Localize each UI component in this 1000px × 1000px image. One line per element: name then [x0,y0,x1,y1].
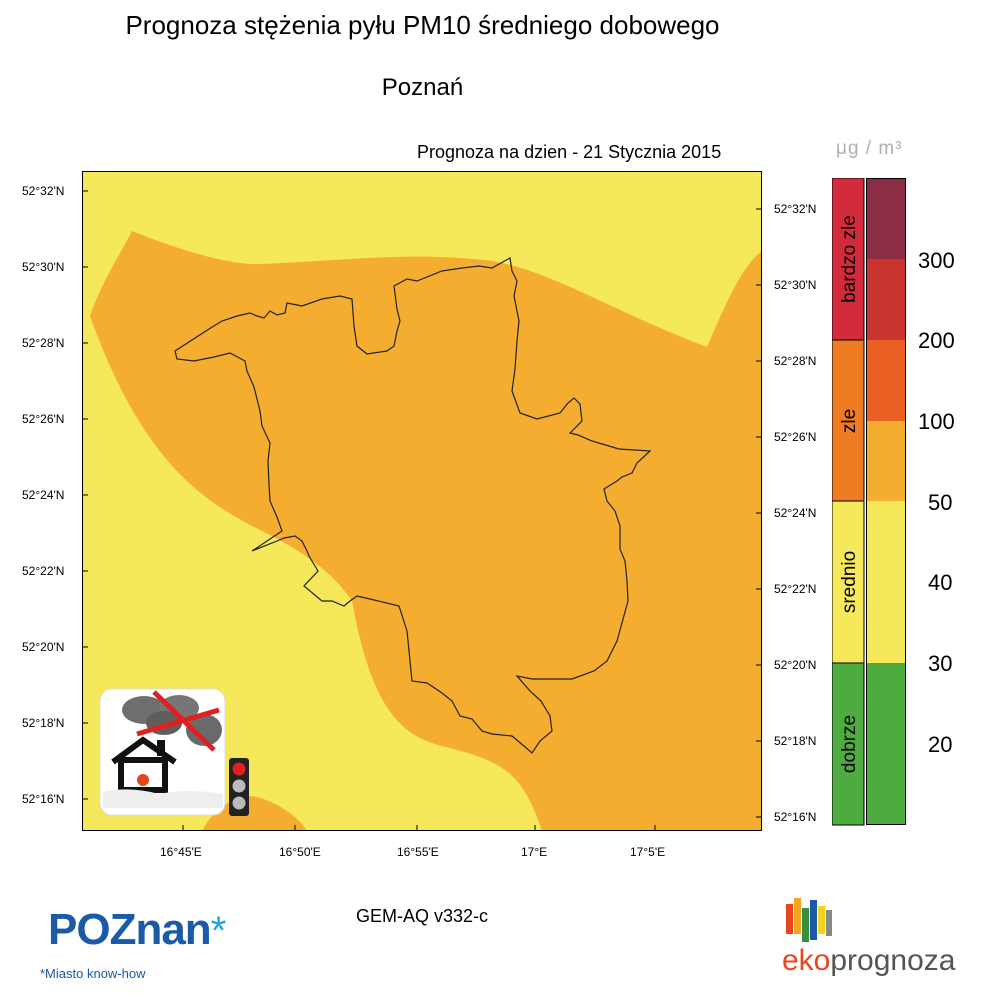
forecast-date: Prognoza na dzien - 21 Stycznia 2015 [417,142,722,162]
scale-swatch [866,259,906,340]
lon-label: 16°50'E [279,845,321,859]
legend-band-zle [832,339,865,502]
scale-swatch [866,663,906,825]
level-label: 30 [928,651,953,676]
lat-label-left: 52°26'N [22,412,65,426]
eko-suffix: prognoza [830,944,956,977]
level-label: 50 [928,490,953,515]
lon-label: 17°5'E [630,845,666,859]
lat-label-right: 52°30'N [774,278,817,292]
lat-label-left: 52°30'N [22,260,65,274]
page-title: Prognoza stężenia pyłu PM10 średniego do… [125,10,720,40]
lat-label-left: 52°32'N [22,184,65,198]
lat-label-right: 52°32'N [774,202,817,216]
lat-label-left: 52°22'N [22,564,65,578]
legend-band-srednio [832,500,865,664]
lat-label-right: 52°28'N [774,354,817,368]
category-bardzo-zle: bardzo zle [839,215,860,303]
poznan-logo-text: POZnan [48,905,212,954]
legend-band-dobrze [832,662,865,826]
lat-label-right: 52°18'N [774,734,817,748]
scale-swatch [866,501,906,663]
lat-label-right: 52°22'N [774,582,817,596]
ekoprognoza-bars-icon [786,898,832,942]
map-frame [82,171,762,831]
lon-label: 16°45'E [160,845,202,859]
lat-label-left: 52°24'N [22,488,65,502]
ekoprognoza-logo: ekoprognoza [782,944,955,978]
level-label: 200 [918,328,955,353]
lat-label-left: 52°18'N [22,716,65,730]
lat-label-right: 52°26'N [774,430,817,444]
poznan-logo-star: * [210,909,227,953]
orange-concentration-zone [90,231,762,831]
lon-label: 17°E [521,845,548,859]
category-dobrze: dobrze [839,714,860,774]
scale-swatch [866,421,906,501]
legend-band-bardzo-zle [832,178,865,341]
legend-scale [832,178,906,826]
level-label: 40 [928,570,953,595]
model-version: GEM-AQ v332-c [356,906,489,926]
poznan-tagline: *Miasto know-how [40,966,146,981]
poznan-logo: POZnan* [48,905,226,955]
lat-label-left: 52°20'N [22,640,65,654]
orange-patch-bottom [202,796,307,831]
unit-label: μg / m³ [836,138,903,159]
lat-label-right: 52°20'N [774,658,817,672]
lat-label-right: 52°16'N [774,810,817,824]
poznan-city-boundary [174,257,652,754]
no-smoke-house-traffic-light-icon [99,688,249,816]
city-title: Poznań [381,74,464,101]
level-label: 300 [918,248,955,273]
level-label: 20 [928,732,953,757]
eko-prefix: eko [782,944,831,977]
lat-label-left: 52°16'N [22,792,65,806]
level-label: 100 [918,409,955,434]
category-zle: zle [839,408,860,434]
scale-swatch [866,340,906,421]
scale-swatch [866,178,906,259]
category-srednio: srednio [839,550,860,614]
lat-label-right: 52°24'N [774,506,817,520]
lon-label: 16°55'E [397,845,439,859]
lat-label-left: 52°28'N [22,336,65,350]
